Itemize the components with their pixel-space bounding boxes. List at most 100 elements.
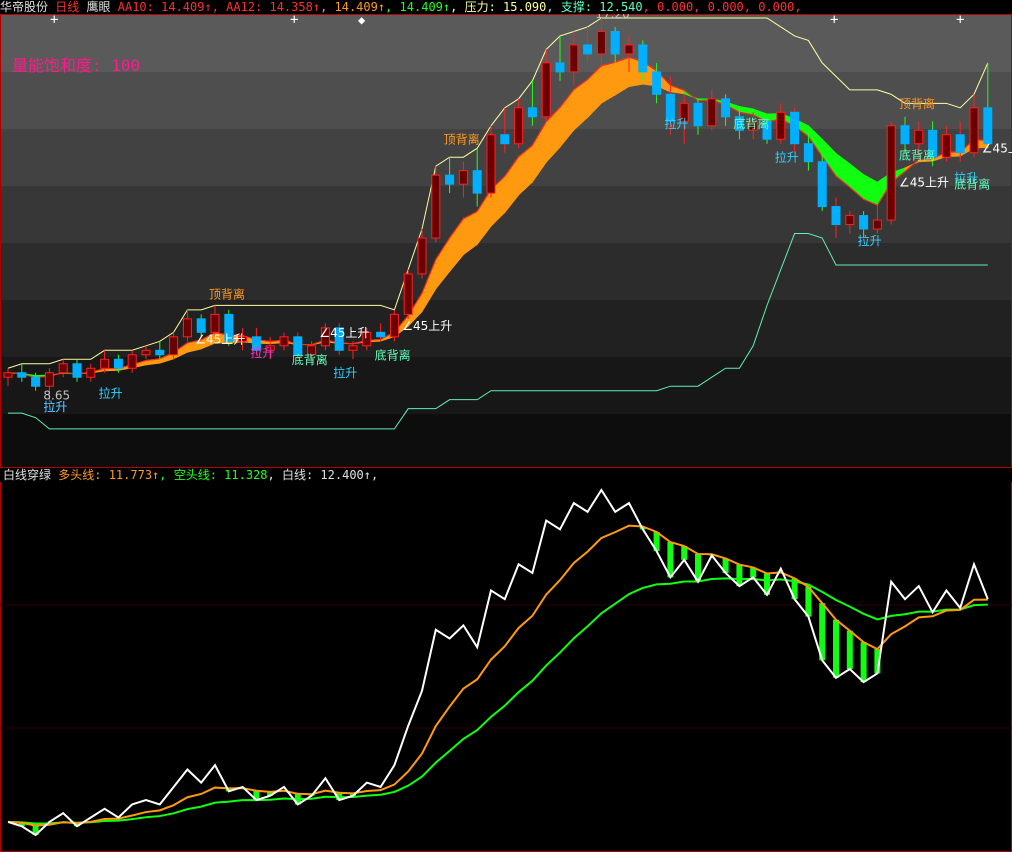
short-line	[7, 577, 988, 825]
down-candle	[610, 30, 620, 55]
chart-annotation: 拉升	[775, 150, 799, 165]
support-value: , 支撑: 12.540	[546, 0, 643, 14]
histogram-bar	[18, 822, 25, 827]
up-candle	[872, 219, 882, 230]
down-candle	[251, 336, 261, 351]
up-candle	[238, 336, 248, 342]
down-candle	[113, 358, 123, 369]
chart-annotation: ∠45上升	[319, 326, 369, 340]
down-candle	[721, 98, 731, 118]
main-chart-header: 华帝股份 日线 鹰眼 AA10: 14.409↑, AA12: 14.358↑,…	[0, 0, 1012, 14]
down-candle	[17, 372, 27, 378]
down-candle	[527, 107, 537, 118]
chart-annotation: 拉升	[43, 399, 67, 414]
histogram-bar	[791, 578, 798, 600]
chart-annotation: ∠45上升	[982, 142, 1012, 156]
main-chart-panel[interactable]	[0, 14, 1012, 468]
down-candle	[983, 107, 993, 145]
histogram-bar	[653, 531, 660, 552]
up-candle	[141, 349, 151, 356]
period-label[interactable]: 日线	[55, 0, 80, 14]
ma-band-segment	[587, 64, 602, 119]
histogram-bar	[750, 567, 757, 578]
up-candle	[596, 30, 606, 55]
indicator-title[interactable]: 白线穿绿	[3, 468, 52, 482]
white-line	[7, 488, 989, 837]
up-candle	[541, 62, 551, 118]
down-candle	[334, 327, 344, 351]
up-candle	[941, 134, 951, 158]
down-candle	[224, 313, 234, 342]
down-candle	[583, 44, 593, 55]
histogram-bar	[736, 564, 743, 587]
short-line-value: , 空头线: 11.328	[159, 468, 268, 482]
chart-annotation: 8.65	[43, 389, 70, 403]
down-candle	[859, 215, 869, 230]
white-line-value: , 白线: 12.400↑,	[267, 468, 379, 482]
chart-annotation: 拉升	[858, 233, 882, 248]
histogram-bar	[819, 603, 826, 661]
chart-annotation: 底背离	[292, 352, 328, 367]
down-candle	[803, 143, 813, 163]
up-candle	[127, 354, 137, 369]
up-candle	[403, 273, 413, 315]
value-4: , 14.409↑	[385, 0, 451, 14]
up-candle	[182, 318, 192, 338]
zero-values: , 0.000, 0.000, 0.000,	[642, 0, 802, 14]
ma-band-segment	[614, 56, 630, 96]
ma-band-segment	[531, 119, 547, 184]
down-candle	[196, 318, 206, 333]
chart-annotation: 底背离	[733, 116, 769, 131]
histogram-bar	[860, 642, 867, 683]
up-candle	[886, 125, 896, 221]
ma-band-segment	[600, 61, 616, 104]
up-candle	[348, 345, 358, 351]
chart-annotation: ∠45上升	[899, 175, 949, 189]
histogram-bar	[253, 790, 260, 801]
up-candle	[748, 120, 758, 131]
histogram-bar	[32, 825, 39, 835]
down-candle	[831, 206, 841, 226]
resistance-line	[7, 17, 989, 369]
ma-band-segment	[435, 236, 451, 291]
histogram-bar	[695, 553, 701, 582]
up-candle	[845, 215, 855, 226]
down-candle	[155, 349, 165, 356]
down-candle	[376, 331, 386, 338]
indicator-name[interactable]: 鹰眼	[86, 0, 111, 14]
chart-annotation: ∠45上升	[402, 319, 452, 333]
up-candle	[486, 134, 496, 194]
ma-band-segment	[573, 78, 589, 132]
ma-band-segment	[518, 144, 533, 197]
down-candle	[638, 44, 648, 73]
chart-annotation: 底背离	[375, 347, 411, 362]
ma-band-segment	[476, 187, 492, 246]
up-candle	[679, 102, 689, 122]
down-candle	[500, 134, 510, 145]
up-candle	[265, 345, 275, 351]
indicator-header: 白线穿绿 多头线: 11.773↑, 空头线: 11.328, 白线: 12.4…	[0, 468, 1012, 482]
up-candle	[279, 336, 289, 347]
ma-band-segment	[504, 155, 520, 214]
histogram-bar	[667, 542, 674, 578]
down-candle	[652, 71, 662, 95]
up-candle	[3, 372, 13, 378]
value-3: , 14.409↑	[320, 0, 386, 14]
long-line-value: 多头线: 11.773↑	[58, 468, 160, 482]
ma-band-segment	[449, 217, 464, 273]
cross-marker-icon: +	[50, 12, 58, 28]
aa10-value: 14.409↑	[161, 0, 212, 14]
chart-annotation: 顶背离	[899, 96, 935, 111]
up-candle	[514, 107, 524, 145]
up-candle	[458, 170, 468, 185]
stock-name[interactable]: 华帝股份	[0, 0, 49, 14]
up-candle	[707, 98, 717, 127]
chart-annotation: 拉升	[664, 116, 688, 131]
chart-annotation: 底背离	[899, 147, 935, 162]
support-line	[8, 233, 988, 430]
up-candle	[914, 129, 924, 145]
down-candle	[928, 129, 938, 158]
aa10-label: AA10:	[117, 0, 162, 14]
chart-annotation: 顶背离	[209, 287, 245, 302]
